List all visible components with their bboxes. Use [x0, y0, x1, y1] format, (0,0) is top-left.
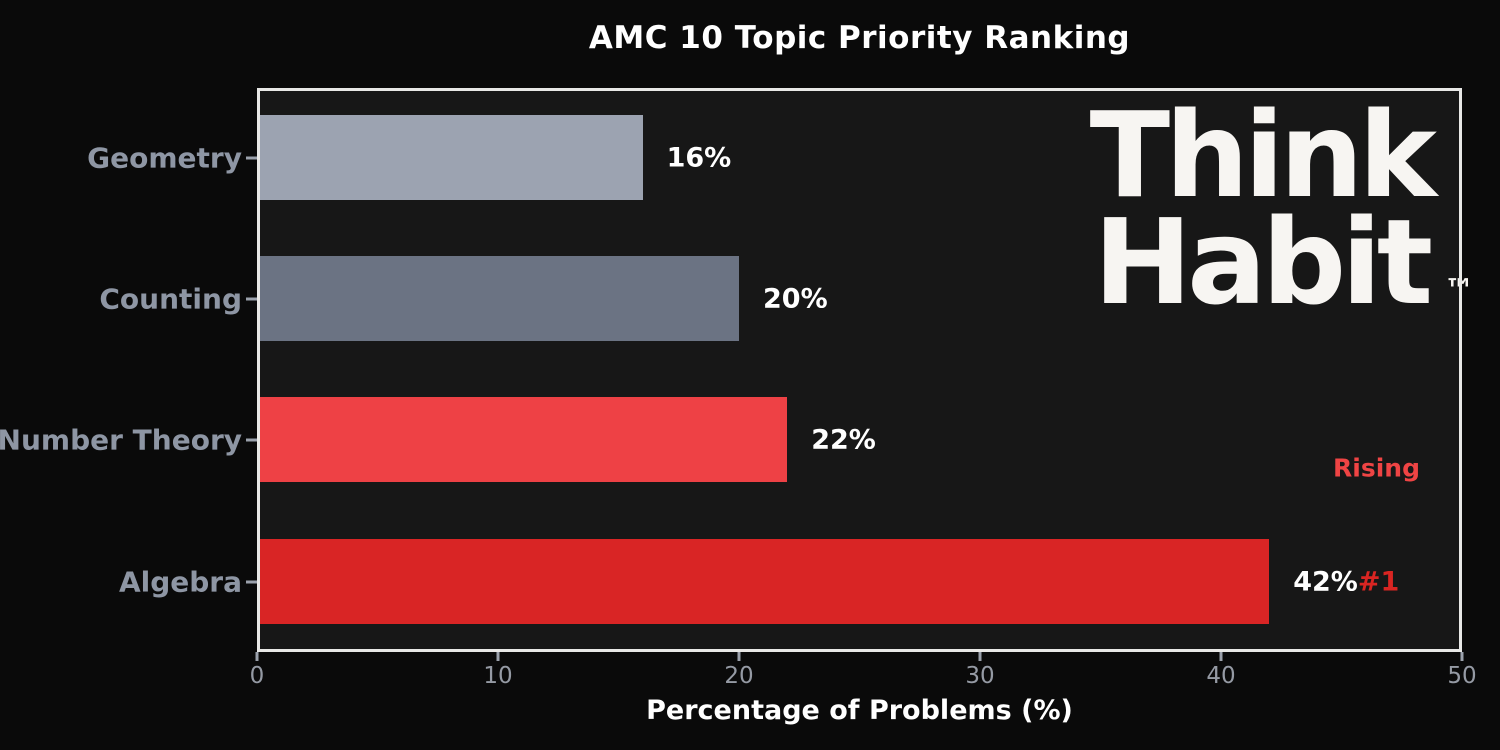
x-tick-label: 20	[724, 663, 754, 689]
category-label-counting: Counting	[99, 282, 242, 316]
bar-value-label-counting: 20%	[763, 283, 828, 314]
y-tick-mark	[246, 156, 257, 160]
x-tick-label: 10	[483, 663, 513, 689]
x-axis-title: Percentage of Problems (%)	[646, 695, 1073, 726]
think-habit-logo: Think Habit ™	[1089, 86, 1475, 332]
bar-value-label-geometry: 16%	[667, 142, 732, 173]
bar-counting	[257, 256, 739, 341]
bar-value-text: 16%	[666, 142, 732, 173]
x-axis-ticks	[255, 652, 1464, 662]
x-tick-mark	[496, 652, 500, 661]
bar-row-number-theory: 22%	[257, 397, 1462, 482]
x-tick-mark	[737, 652, 741, 661]
bar-geometry	[257, 115, 643, 200]
y-axis-ticks	[246, 88, 257, 652]
x-tick-mark	[1219, 652, 1223, 661]
chart-title: AMC 10 Topic Priority Ranking	[588, 20, 1131, 56]
rising-annotation: Rising	[1333, 453, 1420, 483]
logo-line-habit: Habit ™	[1093, 193, 1475, 332]
x-tick-label: 0	[249, 663, 265, 689]
bar-value-text: 20%	[763, 283, 828, 314]
bar-row-geometry: 16%	[257, 115, 1462, 200]
plot-area: 16% 20% 22% 42% #1 Rising Think	[257, 86, 1475, 652]
x-tick-label: 30	[965, 663, 995, 689]
y-tick-mark	[246, 438, 257, 442]
category-label-number-theory: Number Theory	[0, 423, 242, 457]
bar-value-label-number-theory: 22%	[811, 424, 876, 455]
logo-line-think: Think	[1089, 86, 1437, 224]
trademark-symbol: ™	[1444, 273, 1475, 309]
x-tick-label: 50	[1447, 663, 1477, 689]
y-axis-labels: Geometry Counting Number Theory Algebra	[0, 88, 242, 652]
bar-value-label-algebra: 42% #1	[1293, 566, 1399, 597]
category-label-algebra: Algebra	[118, 565, 242, 599]
x-tick-mark	[255, 652, 259, 661]
rank-one-annotation: #1	[1357, 566, 1400, 597]
bar-value-text: 42%	[1293, 566, 1358, 597]
x-tick-mark	[1460, 652, 1464, 661]
y-tick-mark	[246, 580, 257, 584]
x-axis-tick-labels: 0 10 20 30 40 50	[250, 663, 1477, 691]
bar-value-text: 22%	[811, 424, 876, 455]
bar-algebra	[257, 539, 1270, 624]
bar-number-theory	[257, 397, 788, 482]
y-tick-mark	[246, 297, 257, 301]
bar-row-algebra: 42% #1	[257, 539, 1462, 624]
x-tick-label: 40	[1206, 663, 1236, 689]
x-tick-mark	[978, 652, 982, 661]
category-label-geometry: Geometry	[87, 141, 242, 175]
bar-row-counting: 20%	[257, 256, 1462, 341]
